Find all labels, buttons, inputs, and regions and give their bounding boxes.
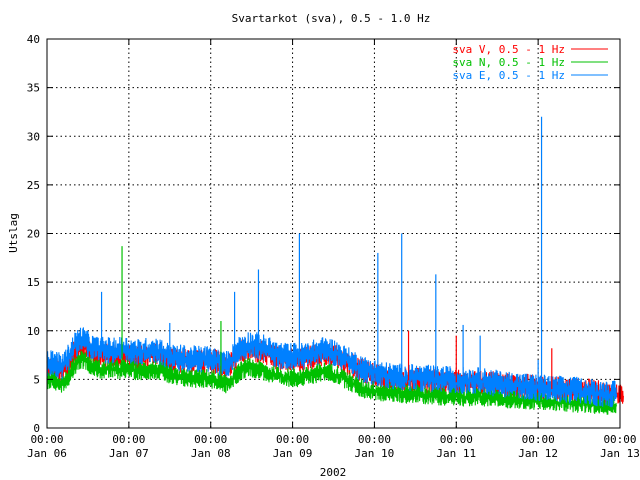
legend-label-0: sva V, 0.5 - 1 Hz	[452, 43, 565, 56]
x-tick-time: 00:00	[603, 433, 636, 446]
x-tick-date: Jan 11	[436, 447, 476, 460]
y-tick-label: 35	[27, 82, 40, 95]
y-tick-label: 40	[27, 33, 40, 46]
y-tick-label: 20	[27, 228, 40, 241]
series-line-2	[46, 327, 618, 408]
x-tick-date: Jan 10	[355, 447, 395, 460]
x-tick-time: 00:00	[194, 433, 227, 446]
x-tick-date: Jan 06	[27, 447, 67, 460]
x-tick-date: Jan 09	[273, 447, 313, 460]
y-tick-label: 10	[27, 325, 40, 338]
y-axis-label: Utslag	[7, 213, 20, 253]
x-tick-date: Jan 13	[600, 447, 640, 460]
legend-label-2: sva E, 0.5 - 1 Hz	[452, 69, 565, 82]
y-axis: 0 5 10 15 20 25 30 35 40	[27, 33, 620, 435]
y-tick-label: 30	[27, 130, 40, 143]
x-tick-time: 00:00	[522, 433, 555, 446]
x-tick-time: 00:00	[112, 433, 145, 446]
x-axis-label: 2002	[320, 466, 347, 479]
series-layer	[46, 116, 624, 415]
x-tick-date: Jan 08	[191, 447, 231, 460]
x-tick-time: 00:00	[30, 433, 63, 446]
x-tick-time: 00:00	[358, 433, 391, 446]
y-tick-label: 0	[33, 422, 40, 435]
chart-title: Svartarkot (sva), 0.5 - 1.0 Hz	[232, 12, 431, 25]
legend-label-1: sva N, 0.5 - 1 Hz	[452, 56, 565, 69]
y-tick-label: 15	[27, 276, 40, 289]
y-tick-label: 25	[27, 179, 40, 192]
x-tick-date: Jan 07	[109, 447, 149, 460]
x-tick-time: 00:00	[440, 433, 473, 446]
x-tick-date: Jan 12	[518, 447, 558, 460]
x-tick-time: 00:00	[276, 433, 309, 446]
y-tick-label: 5	[33, 373, 40, 386]
